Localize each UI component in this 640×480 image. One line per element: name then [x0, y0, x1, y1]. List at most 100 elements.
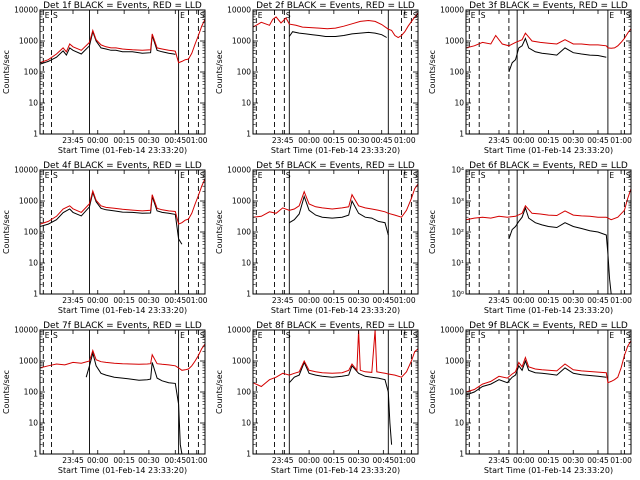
x-axis-label: Start Time (01-Feb-14 23:33:20) [58, 466, 187, 475]
time-marker-label: E [609, 331, 614, 340]
time-marker-label: S [200, 171, 205, 180]
x-tick-label: 00:00 [298, 136, 320, 145]
y-tick-label: 1000 [232, 37, 251, 46]
time-marker-label: E [471, 331, 476, 340]
y-tick-label: 10000 [227, 6, 251, 15]
lld-series-line [40, 343, 205, 371]
x-tick-label: 23:45 [272, 456, 294, 465]
x-tick-label: 01:00 [186, 456, 208, 465]
time-marker-label: E [180, 11, 185, 20]
plot-title: Det 4f BLACK = Events, RED = LLD [43, 161, 202, 171]
y-tick-label: 10000 [440, 326, 464, 335]
x-tick-label: 23:45 [488, 136, 510, 145]
x-tick-label: 00:00 [513, 456, 535, 465]
x-tick-label: 00:45 [587, 456, 609, 465]
x-tick-label: 00:30 [348, 296, 370, 305]
x-tick-label: 00:45 [373, 456, 395, 465]
x-tick-label: 00:30 [562, 136, 584, 145]
y-tick-label: 10 [28, 259, 38, 268]
x-tick-label: 00:00 [87, 296, 109, 305]
y-tick-label: 10000 [227, 166, 251, 175]
y-tick-label: 100 [237, 388, 252, 397]
y-tick-label: 100 [450, 68, 465, 77]
x-tick-label: 00:30 [562, 296, 584, 305]
time-marker-label: E [609, 171, 614, 180]
time-marker-label: E [471, 11, 476, 20]
x-tick-label: 01:00 [394, 296, 416, 305]
y-tick-label: 10 [241, 99, 251, 108]
lld-series-line [40, 178, 205, 225]
y-tick-label: 100 [24, 388, 39, 397]
time-marker-label: S [481, 171, 486, 180]
time-marker-label: E [403, 331, 408, 340]
y-tick-label: 1 [33, 290, 38, 299]
x-tick-label: 00:15 [113, 136, 135, 145]
time-marker-label: E [45, 171, 50, 180]
y-tick-label: 1000 [232, 197, 251, 206]
y-tick-label: 10³ [451, 197, 464, 206]
x-tick-label: 00:15 [323, 136, 345, 145]
y-axis-label: Counts/sec [2, 210, 11, 254]
plot-title: Det 7f BLACK = Events, RED = LLD [43, 321, 202, 331]
x-tick-label: 01:00 [610, 456, 632, 465]
x-axis-label: Start Time (01-Feb-14 23:33:20) [484, 146, 613, 155]
y-tick-label: 1 [33, 450, 38, 459]
y-tick-label: 1000 [445, 357, 464, 366]
y-tick-label: 10 [28, 99, 38, 108]
x-tick-label: 00:30 [348, 456, 370, 465]
x-tick-label: 00:30 [138, 296, 160, 305]
y-tick-label: 1 [246, 130, 251, 139]
y-tick-label: 10⁰ [451, 290, 464, 299]
y-tick-label: 10000 [14, 166, 38, 175]
lld-series-line [253, 183, 418, 218]
plot-title: Det 2f BLACK = Events, RED = LLD [256, 1, 415, 11]
time-marker-label: E [45, 331, 50, 340]
x-tick-label: 01:00 [610, 136, 632, 145]
plot-title: Det 1f BLACK = Events, RED = LLD [43, 1, 202, 11]
x-tick-label: 00:45 [164, 456, 186, 465]
plot-title: Det 3f BLACK = Events, RED = LLD [469, 1, 628, 11]
plot-frame [39, 169, 206, 295]
x-tick-label: 00:45 [371, 136, 393, 145]
time-marker-label: S [53, 331, 58, 340]
x-tick-label: 23:45 [272, 296, 294, 305]
time-marker-label: S [286, 171, 291, 180]
y-tick-label: 10 [454, 99, 464, 108]
events-series-line [85, 351, 183, 454]
y-axis-label: Counts/sec [215, 210, 224, 254]
time-marker-label: S [413, 331, 418, 340]
x-tick-label: 00:30 [562, 456, 584, 465]
x-axis-label: Start Time (01-Feb-14 23:33:20) [58, 306, 187, 315]
y-tick-label: 1000 [19, 37, 38, 46]
y-tick-label: 1000 [232, 357, 251, 366]
x-tick-label: 00:45 [373, 296, 395, 305]
x-tick-label: 01:00 [394, 456, 416, 465]
x-tick-label: 23:45 [272, 136, 294, 145]
y-axis-label: Counts/sec [2, 50, 11, 94]
events-series-line [288, 361, 393, 445]
y-tick-label: 10 [28, 419, 38, 428]
time-marker-label: S [286, 331, 291, 340]
time-marker-label: S [413, 11, 418, 20]
time-marker-label: E [609, 11, 614, 20]
time-marker-label: S [626, 11, 631, 20]
y-tick-label: 100 [24, 228, 39, 237]
x-tick-label: 01:00 [394, 136, 416, 145]
x-tick-label: 00:15 [538, 296, 560, 305]
x-axis-label: Start Time (01-Feb-14 23:33:20) [271, 466, 400, 475]
x-tick-label: 23:45 [488, 296, 510, 305]
plot-frame [252, 169, 419, 295]
events-series-line [288, 31, 387, 38]
x-tick-label: 01:00 [610, 296, 632, 305]
x-tick-label: 00:15 [323, 456, 345, 465]
x-axis-label: Start Time (01-Feb-14 23:33:20) [271, 306, 400, 315]
y-tick-label: 10² [451, 228, 464, 237]
x-tick-label: 00:30 [138, 136, 160, 145]
time-marker-label: E [403, 171, 408, 180]
x-tick-label: 00:00 [87, 136, 109, 145]
y-tick-label: 10 [241, 419, 251, 428]
